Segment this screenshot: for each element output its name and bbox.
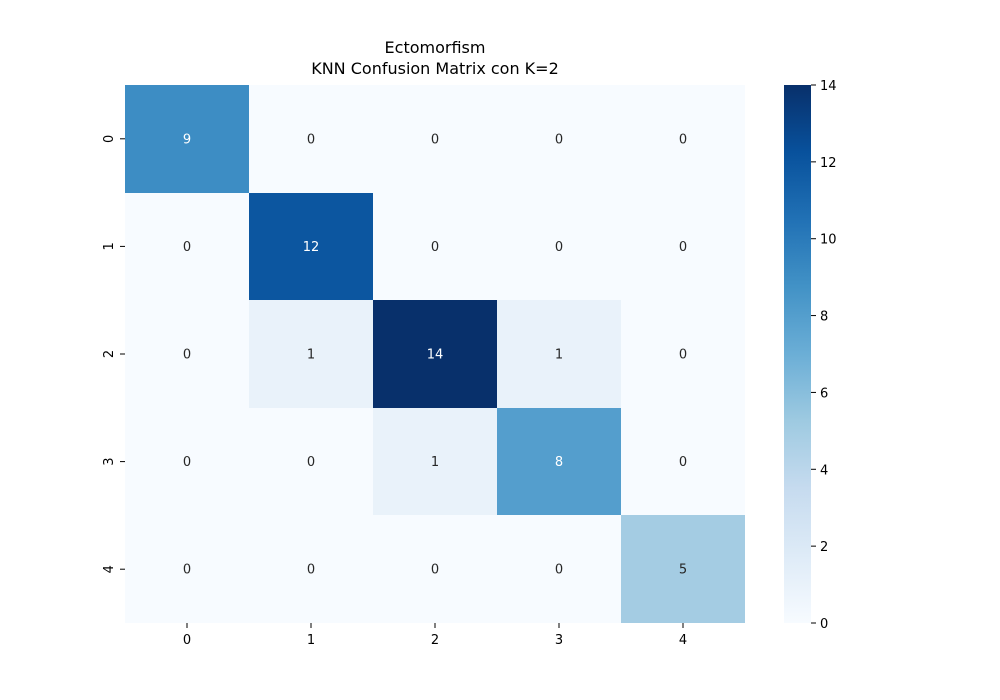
heatmap-cell-r0-c4: [621, 85, 745, 193]
x-tick-label: 0: [183, 633, 191, 648]
chart-subtitle: KNN Confusion Matrix con K=2: [311, 59, 559, 78]
colorbar-tick-label: 0: [820, 617, 828, 632]
colorbar-tick-label: 12: [820, 156, 837, 171]
x-tick-label: 3: [555, 633, 563, 648]
cell-value-r2-c4: 0: [679, 348, 687, 363]
heatmap-cell-r1-c3: [497, 193, 621, 300]
heatmap-cell-r4-c0: [125, 515, 249, 623]
y-tick-label: 1: [102, 242, 117, 250]
colorbar: [784, 85, 811, 623]
x-tick-label: 4: [679, 633, 687, 648]
cell-value-r1-c4: 0: [679, 240, 687, 255]
heatmap-cell-r0-c3: [497, 85, 621, 193]
cell-value-r4-c4: 5: [679, 563, 687, 578]
cell-value-r4-c0: 0: [183, 563, 191, 578]
y-tick-label: 0: [102, 135, 117, 143]
colorbar-tick-label: 6: [820, 386, 828, 401]
heatmap-cell-r4-c2: [373, 515, 497, 623]
heatmap-cell-r0-c1: [249, 85, 373, 193]
cell-value-r3-c3: 8: [555, 455, 563, 470]
heatmap-cell-r3-c2: [373, 408, 497, 515]
cell-value-r3-c4: 0: [679, 455, 687, 470]
heatmap-cell-r2-c2: [373, 300, 497, 408]
heatmap-cell-r4-c3: [497, 515, 621, 623]
cell-value-r3-c0: 0: [183, 455, 191, 470]
colorbar-tick-label: 2: [820, 540, 828, 555]
heatmap-cell-r4-c4: [621, 515, 745, 623]
heatmap-cell-r1-c0: [125, 193, 249, 300]
heatmap-cell-r3-c0: [125, 408, 249, 515]
cell-value-r1-c1: 12: [303, 240, 320, 255]
heatmap-cell-r1-c2: [373, 193, 497, 300]
cell-value-r3-c2: 1: [431, 455, 439, 470]
cell-value-r0-c3: 0: [555, 132, 563, 147]
heatmap-cell-r3-c3: [497, 408, 621, 515]
cell-value-r4-c2: 0: [431, 563, 439, 578]
heatmap-cell-r2-c4: [621, 300, 745, 408]
heatmap-cell-r4-c1: [249, 515, 373, 623]
cell-value-r0-c1: 0: [307, 132, 315, 147]
y-tick-label: 3: [102, 457, 117, 465]
y-tick-label: 4: [102, 565, 117, 573]
cell-value-r0-c4: 0: [679, 132, 687, 147]
x-tick-label: 1: [307, 633, 315, 648]
cell-value-r1-c2: 0: [431, 240, 439, 255]
colorbar-tick-label: 8: [820, 310, 828, 325]
colorbar-tick-label: 4: [820, 463, 828, 478]
heatmap-cell-r2-c3: [497, 300, 621, 408]
heatmap-cell-r1-c4: [621, 193, 745, 300]
cell-value-r2-c0: 0: [183, 348, 191, 363]
cell-value-r2-c1: 1: [307, 348, 315, 363]
heatmap-cell-r2-c1: [249, 300, 373, 408]
heatmap-cell-r2-c0: [125, 300, 249, 408]
cell-value-r4-c1: 0: [307, 563, 315, 578]
x-tick-label: 2: [431, 633, 439, 648]
cell-value-r1-c0: 0: [183, 240, 191, 255]
cell-value-r2-c2: 14: [427, 348, 444, 363]
cell-value-r0-c0: 9: [183, 132, 191, 147]
cell-value-r1-c3: 0: [555, 240, 563, 255]
heatmap-cell-r1-c1: [249, 193, 373, 300]
heatmap-cell-r0-c2: [373, 85, 497, 193]
chart-title: Ectomorfism: [384, 38, 486, 57]
cell-value-r4-c3: 0: [555, 563, 563, 578]
cell-value-r3-c1: 0: [307, 455, 315, 470]
heatmap-cell-r3-c4: [621, 408, 745, 515]
cell-value-r2-c3: 1: [555, 348, 563, 363]
heatmap-cell-r3-c1: [249, 408, 373, 515]
cell-value-r0-c2: 0: [431, 132, 439, 147]
colorbar-tick-label: 14: [820, 79, 837, 94]
colorbar-tick-label: 10: [820, 233, 837, 248]
y-tick-label: 2: [102, 350, 117, 358]
heatmap-cell-r0-c0: [125, 85, 249, 193]
